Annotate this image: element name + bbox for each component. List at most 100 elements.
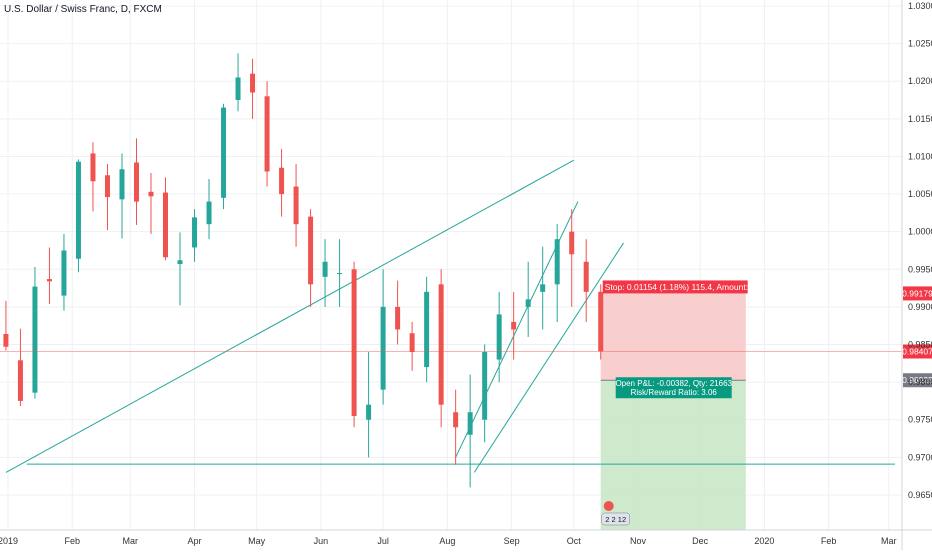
candle[interactable] — [322, 239, 328, 307]
candle[interactable] — [395, 280, 401, 345]
price-marker-label: 0.98025 — [902, 375, 932, 385]
candle-body — [380, 306, 386, 390]
time-tick-label: Oct — [567, 536, 582, 546]
candle[interactable] — [366, 352, 372, 458]
pnl-label-bg — [615, 377, 732, 399]
take-profit-zone[interactable] — [600, 380, 746, 530]
candle-body — [235, 77, 241, 101]
candle[interactable] — [206, 179, 212, 240]
candle[interactable] — [119, 153, 125, 239]
candles — [3, 53, 604, 488]
flag-badge-bg — [601, 512, 630, 526]
candle[interactable] — [293, 163, 299, 247]
candle[interactable] — [221, 103, 227, 210]
price-marker: 0.98025 — [902, 373, 932, 388]
candle[interactable] — [133, 138, 139, 225]
candle[interactable] — [424, 276, 430, 383]
candle[interactable] — [453, 389, 459, 465]
candle[interactable] — [3, 300, 9, 351]
time-tick-label: 2019 — [0, 536, 18, 546]
trendlines — [5, 159, 895, 473]
candle[interactable] — [235, 53, 241, 112]
candle[interactable] — [279, 148, 285, 217]
candle-body — [366, 404, 372, 420]
candle[interactable] — [163, 177, 169, 261]
candle-body — [3, 333, 9, 347]
price-marker: 0.98407 — [902, 344, 932, 359]
candle-body — [424, 291, 430, 368]
candle[interactable] — [351, 261, 357, 428]
candle[interactable] — [540, 246, 546, 330]
candle[interactable] — [438, 269, 444, 428]
candle-body — [206, 201, 212, 225]
position-zones — [600, 293, 746, 530]
flag-icon — [603, 501, 614, 511]
price-tick-label: 0.97000 — [908, 452, 932, 462]
candle[interactable] — [525, 261, 531, 337]
candle[interactable] — [61, 233, 67, 311]
price-tick-label: 1.01500 — [908, 114, 932, 124]
trendline[interactable] — [5, 159, 575, 473]
candle[interactable] — [32, 267, 38, 399]
price-tick-label: 0.99500 — [908, 264, 932, 274]
flag-badge[interactable]: 2 2 12 — [601, 501, 630, 526]
time-tick-label: Mar — [881, 536, 897, 546]
price-tick-label: 0.98500 — [908, 340, 932, 350]
time-tick-label: Jun — [314, 536, 329, 546]
candle[interactable] — [409, 321, 415, 371]
price-tick-label: 0.96500 — [908, 490, 932, 500]
candle[interactable] — [264, 81, 270, 187]
price-tick-label: 1.00000 — [908, 227, 932, 237]
stop-loss-zone[interactable] — [600, 293, 746, 381]
pnl-label[interactable]: Open P&L: -0.00382, Qty: 21663Risk/Rewar… — [615, 377, 733, 399]
candle[interactable] — [250, 58, 256, 119]
candle-body — [90, 153, 96, 182]
candle-body — [409, 333, 415, 353]
candle-body — [264, 96, 270, 172]
candle[interactable] — [90, 142, 96, 212]
candle-body — [496, 314, 502, 360]
candle[interactable] — [104, 163, 110, 231]
candle-body — [119, 169, 125, 200]
labels: Stop: 0.01154 (1.18%) 115.4, Amount: 750… — [601, 280, 777, 526]
candle[interactable] — [554, 224, 560, 322]
candle-body — [75, 161, 81, 259]
candle[interactable] — [192, 209, 198, 262]
candle[interactable] — [46, 247, 52, 304]
candle[interactable] — [337, 239, 343, 307]
candle[interactable] — [496, 291, 502, 383]
candle[interactable] — [17, 328, 23, 407]
flag-badge-text: 2 2 12 — [605, 515, 626, 524]
candle[interactable] — [308, 209, 314, 307]
candle-body — [395, 306, 401, 330]
chart-title: U.S. Dollar / Swiss Franc, D, FXCM — [4, 4, 162, 15]
candle-body — [163, 192, 169, 258]
pnl-label-line2: Risk/Reward Ratio: 3.06 — [631, 388, 718, 397]
candle-body — [17, 360, 23, 401]
candle[interactable] — [75, 159, 81, 273]
candle-body — [598, 291, 604, 352]
candle-body — [482, 352, 488, 420]
candle[interactable] — [177, 232, 183, 306]
candle-body — [32, 286, 38, 393]
candle[interactable] — [380, 269, 386, 405]
candle-body — [293, 186, 299, 225]
candle-body — [554, 239, 560, 285]
trendline[interactable] — [473, 242, 624, 473]
candle[interactable] — [569, 209, 575, 307]
stop-label-bg — [602, 280, 748, 294]
candle-body — [148, 191, 154, 197]
stop-label[interactable]: Stop: 0.01154 (1.18%) 115.4, Amount: 750… — [602, 280, 777, 294]
candle[interactable] — [148, 172, 154, 234]
candle-body — [192, 217, 198, 248]
candle[interactable] — [482, 344, 488, 443]
candle[interactable] — [583, 239, 589, 322]
price-tick-label: 0.98000 — [908, 377, 932, 387]
candle-body — [177, 260, 183, 265]
candle[interactable] — [467, 374, 473, 488]
candle[interactable] — [598, 284, 604, 360]
candle[interactable] — [511, 291, 517, 360]
candle-body — [525, 299, 531, 307]
